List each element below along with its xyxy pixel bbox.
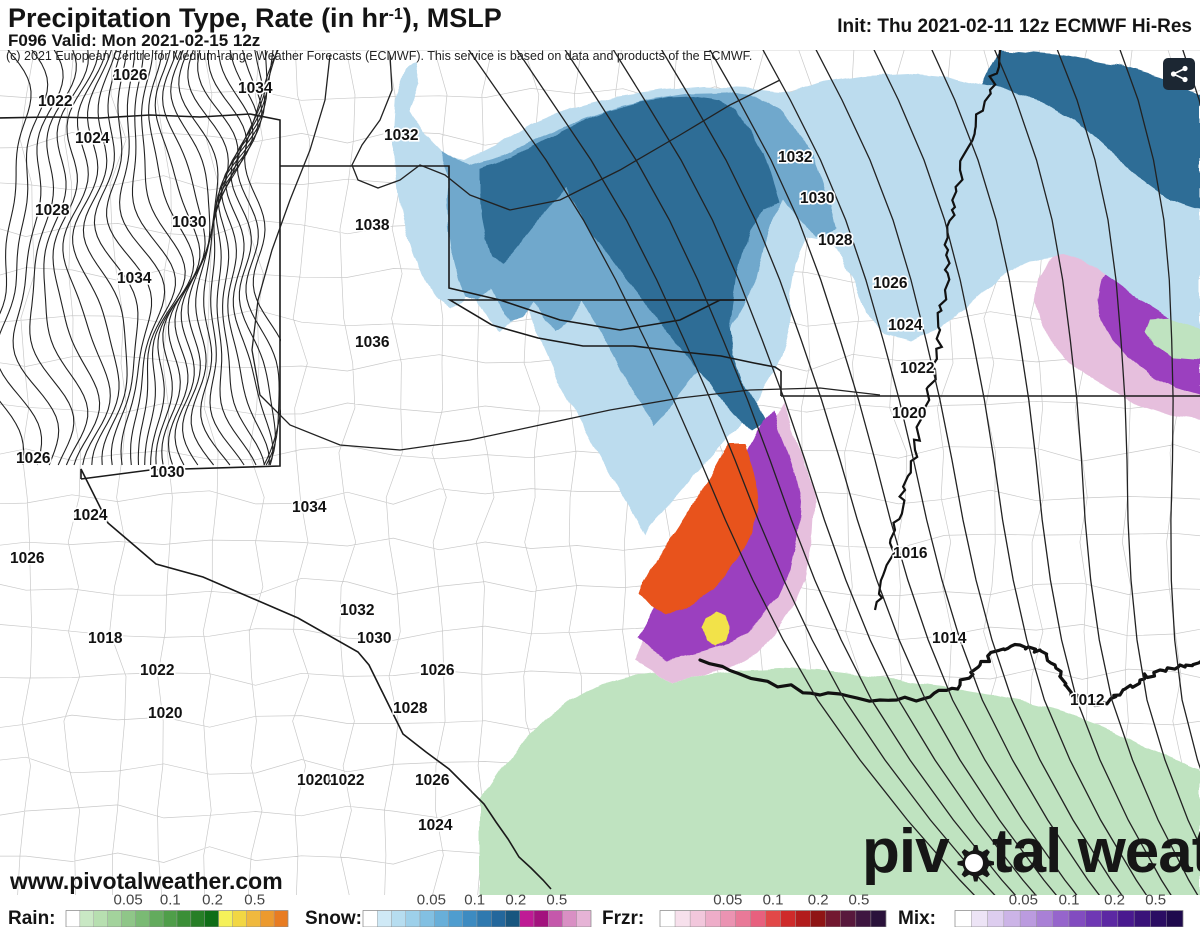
svg-text:1024: 1024: [888, 317, 923, 334]
svg-text:0.1: 0.1: [763, 892, 784, 909]
svg-text:1026: 1026: [873, 275, 908, 292]
svg-text:1024: 1024: [75, 130, 110, 147]
svg-text:Init: Thu 2021-02-11 12z ECMWF: Init: Thu 2021-02-11 12z ECMWF Hi-Res: [837, 16, 1192, 37]
svg-text:1022: 1022: [38, 93, 72, 110]
svg-text:0.05: 0.05: [713, 892, 742, 909]
svg-text:1030: 1030: [357, 630, 391, 647]
svg-text:Snow:: Snow:: [305, 908, 362, 927]
svg-text:0.2: 0.2: [505, 892, 526, 909]
svg-text:0.5: 0.5: [546, 892, 567, 909]
svg-text:1012: 1012: [1070, 692, 1104, 709]
svg-text:Frzr:: Frzr:: [602, 908, 644, 927]
svg-text:1036: 1036: [355, 334, 390, 351]
svg-text:1022: 1022: [900, 360, 934, 377]
svg-text:1028: 1028: [818, 232, 853, 249]
svg-text:1030: 1030: [172, 214, 206, 231]
svg-text:1014: 1014: [932, 630, 967, 647]
svg-text:1020: 1020: [892, 405, 926, 422]
svg-text:0.1: 0.1: [1059, 892, 1080, 909]
svg-text:1026: 1026: [420, 662, 455, 679]
svg-text:1026: 1026: [10, 550, 45, 567]
svg-text:(c) 2021 European Centre for M: (c) 2021 European Centre for Medium-rang…: [6, 49, 752, 63]
svg-text:0.05: 0.05: [114, 892, 143, 909]
svg-text:1016: 1016: [893, 545, 928, 562]
svg-text:1034: 1034: [292, 499, 327, 516]
svg-text:0.5: 0.5: [848, 892, 869, 909]
svg-text:0.2: 0.2: [202, 892, 223, 909]
svg-text:Mix:: Mix:: [898, 908, 936, 927]
svg-text:0.5: 0.5: [1145, 892, 1166, 909]
svg-text:0.05: 0.05: [1009, 892, 1038, 909]
svg-text:0.2: 0.2: [1104, 892, 1125, 909]
svg-text:0.1: 0.1: [160, 892, 181, 909]
svg-text:0.1: 0.1: [464, 892, 485, 909]
svg-text:1024: 1024: [418, 817, 453, 834]
svg-text:1028: 1028: [35, 202, 70, 219]
svg-text:Precipitation Type, Rate (in h: Precipitation Type, Rate (in hr-1), MSLP: [8, 3, 502, 33]
svg-text:Rain:: Rain:: [8, 908, 56, 927]
svg-text:1018: 1018: [88, 630, 123, 647]
svg-text:1038: 1038: [355, 217, 390, 234]
svg-text:1034: 1034: [238, 80, 273, 97]
svg-text:www.pivotalweather.com: www.pivotalweather.com: [9, 868, 283, 894]
svg-text:piv: piv: [862, 817, 950, 886]
svg-text:1026: 1026: [113, 67, 148, 84]
svg-text:F096 Valid: Mon 2021-02-15 12z: F096 Valid: Mon 2021-02-15 12z: [8, 31, 260, 50]
svg-text:1020: 1020: [297, 772, 331, 789]
svg-text:1034: 1034: [117, 270, 152, 287]
svg-text:1026: 1026: [16, 450, 51, 467]
svg-text:1020: 1020: [148, 705, 182, 722]
svg-text:1022: 1022: [330, 772, 364, 789]
svg-text:1028: 1028: [393, 700, 428, 717]
svg-text:0.05: 0.05: [417, 892, 446, 909]
svg-text:tal weather: tal weather: [992, 817, 1200, 886]
svg-text:1030: 1030: [150, 464, 184, 481]
svg-text:1032: 1032: [384, 127, 418, 144]
svg-text:1026: 1026: [415, 772, 450, 789]
svg-text:0.2: 0.2: [808, 892, 829, 909]
svg-text:1024: 1024: [73, 507, 108, 524]
svg-text:1032: 1032: [778, 149, 812, 166]
svg-text:1032: 1032: [340, 602, 374, 619]
svg-text:0.5: 0.5: [244, 892, 265, 909]
svg-text:1030: 1030: [800, 190, 834, 207]
svg-text:1022: 1022: [140, 662, 174, 679]
